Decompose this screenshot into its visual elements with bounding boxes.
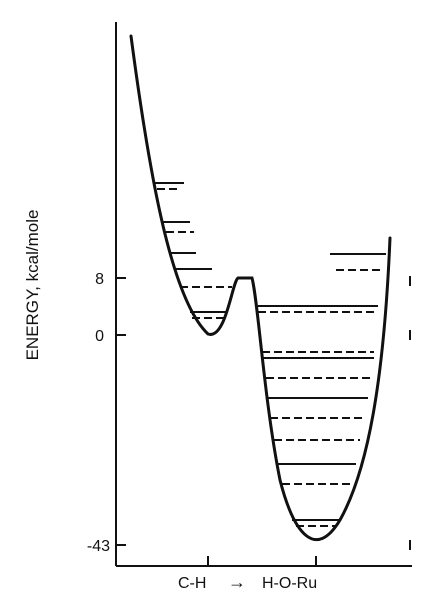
x-label-left: C-H [178,575,206,592]
left-well-levels [154,182,232,319]
y-axis-label: ENERGY, kcal/mole [23,210,42,361]
x-label-right: H-O-Ru [262,575,317,592]
y-tick-label-8: 8 [95,271,104,288]
y-tick-label-neg43: -43 [87,538,110,555]
y-tick-label-0: 0 [95,328,104,345]
right-well-levels [258,253,386,527]
x-label-arrow: → [228,572,246,592]
